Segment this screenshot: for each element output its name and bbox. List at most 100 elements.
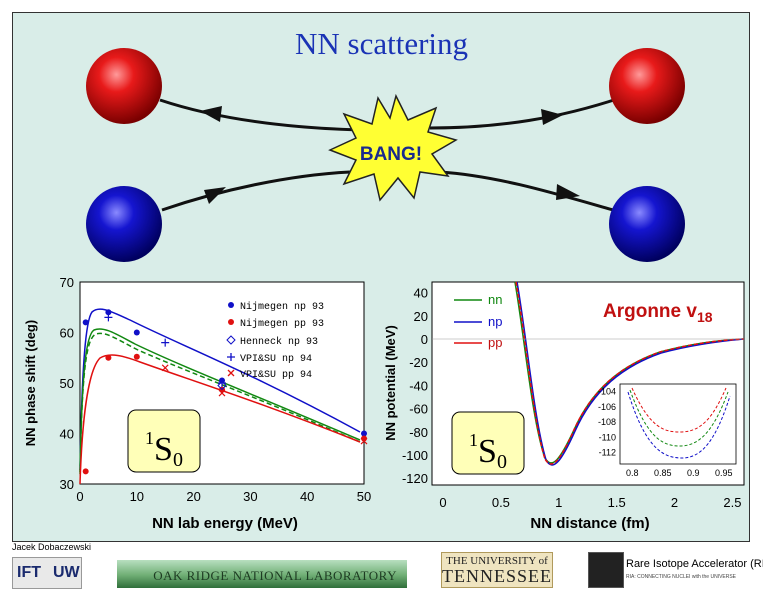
right-x-tick-labels: 0 0.5 1 1.5 2 2.5: [439, 495, 741, 510]
trajectory-lines: [159, 96, 621, 214]
right-potential-curves: [514, 281, 745, 466]
bang-star: [328, 93, 458, 202]
legend-np: np: [488, 314, 502, 329]
phase-shift-chart: NN phase shift (deg) NN lab energy (MeV)…: [23, 275, 371, 532]
left-x-tick: 30: [243, 489, 257, 504]
ornl-logo: OAK RIDGE NATIONAL LABORATORY: [117, 560, 407, 588]
data-point: [133, 353, 140, 360]
blue-ball-right: [609, 186, 685, 262]
right-x-tick: 2.5: [723, 495, 741, 510]
utk-logo: THE UNIVERSITY of TENNESSEE: [441, 552, 553, 588]
right-y-tick: -120: [402, 471, 428, 486]
legend-marker-nijmegen-np: [228, 302, 234, 308]
right-y-tick: 20: [414, 309, 428, 324]
utk-top-text: THE UNIVERSITY of: [446, 555, 548, 567]
left-x-tick: 0: [76, 489, 83, 504]
curve-green-dashed: [79, 332, 361, 475]
data-point: [82, 319, 89, 326]
inset-y-tick: -108: [598, 417, 616, 427]
right-y-tick: -60: [409, 402, 428, 417]
blue-ball-left: [86, 186, 162, 262]
ift-uw-logo: IFT UW: [12, 557, 82, 589]
inset-curve-nn: [629, 389, 729, 447]
right-x-tick: 0.5: [492, 495, 510, 510]
trajectory-top-left: [159, 98, 361, 132]
right-y-tick: -80: [409, 425, 428, 440]
left-y-tick: 60: [60, 326, 74, 341]
right-y-tick-labels: 40 20 0 -20 -40 -60 -80 -100 -120: [402, 286, 428, 487]
right-x-tick: 0: [439, 495, 446, 510]
curve-pp-red: [79, 354, 361, 485]
slide-title: NN scattering: [294, 26, 469, 61]
left-1s0-label: 1S0: [145, 428, 183, 471]
curve-np-blue: [79, 308, 361, 471]
argonne-subscript: 18: [697, 309, 713, 325]
red-ball-left: [86, 48, 162, 124]
left-y-tick: 40: [60, 427, 74, 442]
trajectory-top-right: [429, 96, 621, 130]
inset-curve-pp: [631, 387, 727, 433]
left-y-tick: 50: [60, 376, 74, 391]
ria-emblem: [588, 552, 624, 588]
red-ball-right: [609, 48, 685, 124]
potential-curve-pp: [515, 281, 745, 465]
ift-text: IFT: [17, 564, 41, 581]
data-point: [105, 309, 112, 316]
potential-curve-np: [516, 281, 745, 466]
right-1s0-box: [451, 411, 525, 475]
trajectory-bottom-right: [439, 170, 621, 214]
data-point: [360, 437, 368, 445]
legend-item-3: Henneck np 93: [240, 336, 318, 348]
inset-y-tick: -106: [598, 402, 616, 412]
arrowhead-top-right: [541, 109, 563, 125]
inset-y-tick-labels: -104 -106 -108 -110 -112: [598, 387, 616, 458]
left-chart-xlabel: NN lab energy (MeV): [152, 515, 298, 532]
inset-y-tick: -104: [598, 387, 616, 397]
argonne-title-text: Argonne v: [603, 301, 697, 322]
inset-x-tick: 0.95: [715, 468, 733, 478]
ria-logo: Rare Isotope Accelerator (RIA) RIA: CONN…: [588, 552, 763, 588]
utk-bottom-text: TENNESSEE: [442, 566, 552, 586]
inset-y-tick: -110: [599, 432, 616, 442]
legend-marker-nijmegen-pp: [228, 319, 234, 325]
legend-marker-vpi-np: [227, 353, 235, 361]
ria-title: Rare Isotope Accelerator (RIA): [626, 558, 763, 570]
inset-x-tick: 0.8: [626, 468, 639, 478]
left-y-tick-labels: 30 40 50 60 70: [60, 275, 74, 492]
author-name: Jacek Dobaczewski: [12, 542, 92, 552]
left-model-curves: [79, 308, 361, 485]
data-point: [361, 430, 367, 437]
right-x-tick: 1: [555, 495, 562, 510]
right-y-tick: -40: [409, 378, 428, 393]
trajectory-bottom-left: [161, 170, 351, 212]
right-y-tick: -20: [409, 355, 428, 370]
right-x-tick: 1.5: [608, 495, 626, 510]
data-point: [82, 468, 89, 475]
left-legend: Nijmegen np 93 Nijmegen pp 93 Henneck np…: [226, 301, 324, 381]
right-x-tick: 2: [671, 495, 678, 510]
bang-label: BANG!: [360, 144, 422, 165]
left-x-tick-labels: 0 10 20 30 40 50: [76, 489, 371, 504]
data-point: [161, 338, 170, 347]
legend-item-4: VPI&SU np 94: [240, 354, 312, 365]
data-point: [161, 364, 169, 372]
right-1s0-label: 1S0: [469, 430, 507, 473]
data-point: [104, 313, 113, 322]
inset-y-tick: -112: [599, 448, 616, 458]
left-x-tick: 50: [357, 489, 371, 504]
inset-x-tick-labels: 0.8 0.85 0.9 0.95: [626, 468, 733, 478]
data-point: [218, 379, 226, 387]
arrowhead-bottom-right: [556, 184, 580, 200]
right-y-tick: -100: [402, 448, 428, 463]
arrowhead-top-left: [200, 106, 222, 122]
legend-marker-vpi-pp: [227, 369, 235, 377]
inset-x-tick: 0.85: [654, 468, 672, 478]
legend-item-2: Nijmegen pp 93: [240, 318, 324, 330]
left-x-tick: 20: [186, 489, 200, 504]
legend-marker-henneck: [226, 335, 236, 345]
right-legend: nn np pp: [454, 292, 502, 350]
legend-item-5: VPI&SU pp 94: [240, 370, 312, 381]
right-y-tick: 0: [421, 332, 428, 347]
right-chart-ylabel: NN potential (MeV): [383, 325, 398, 441]
right-chart-xlabel: NN distance (fm): [530, 515, 649, 532]
